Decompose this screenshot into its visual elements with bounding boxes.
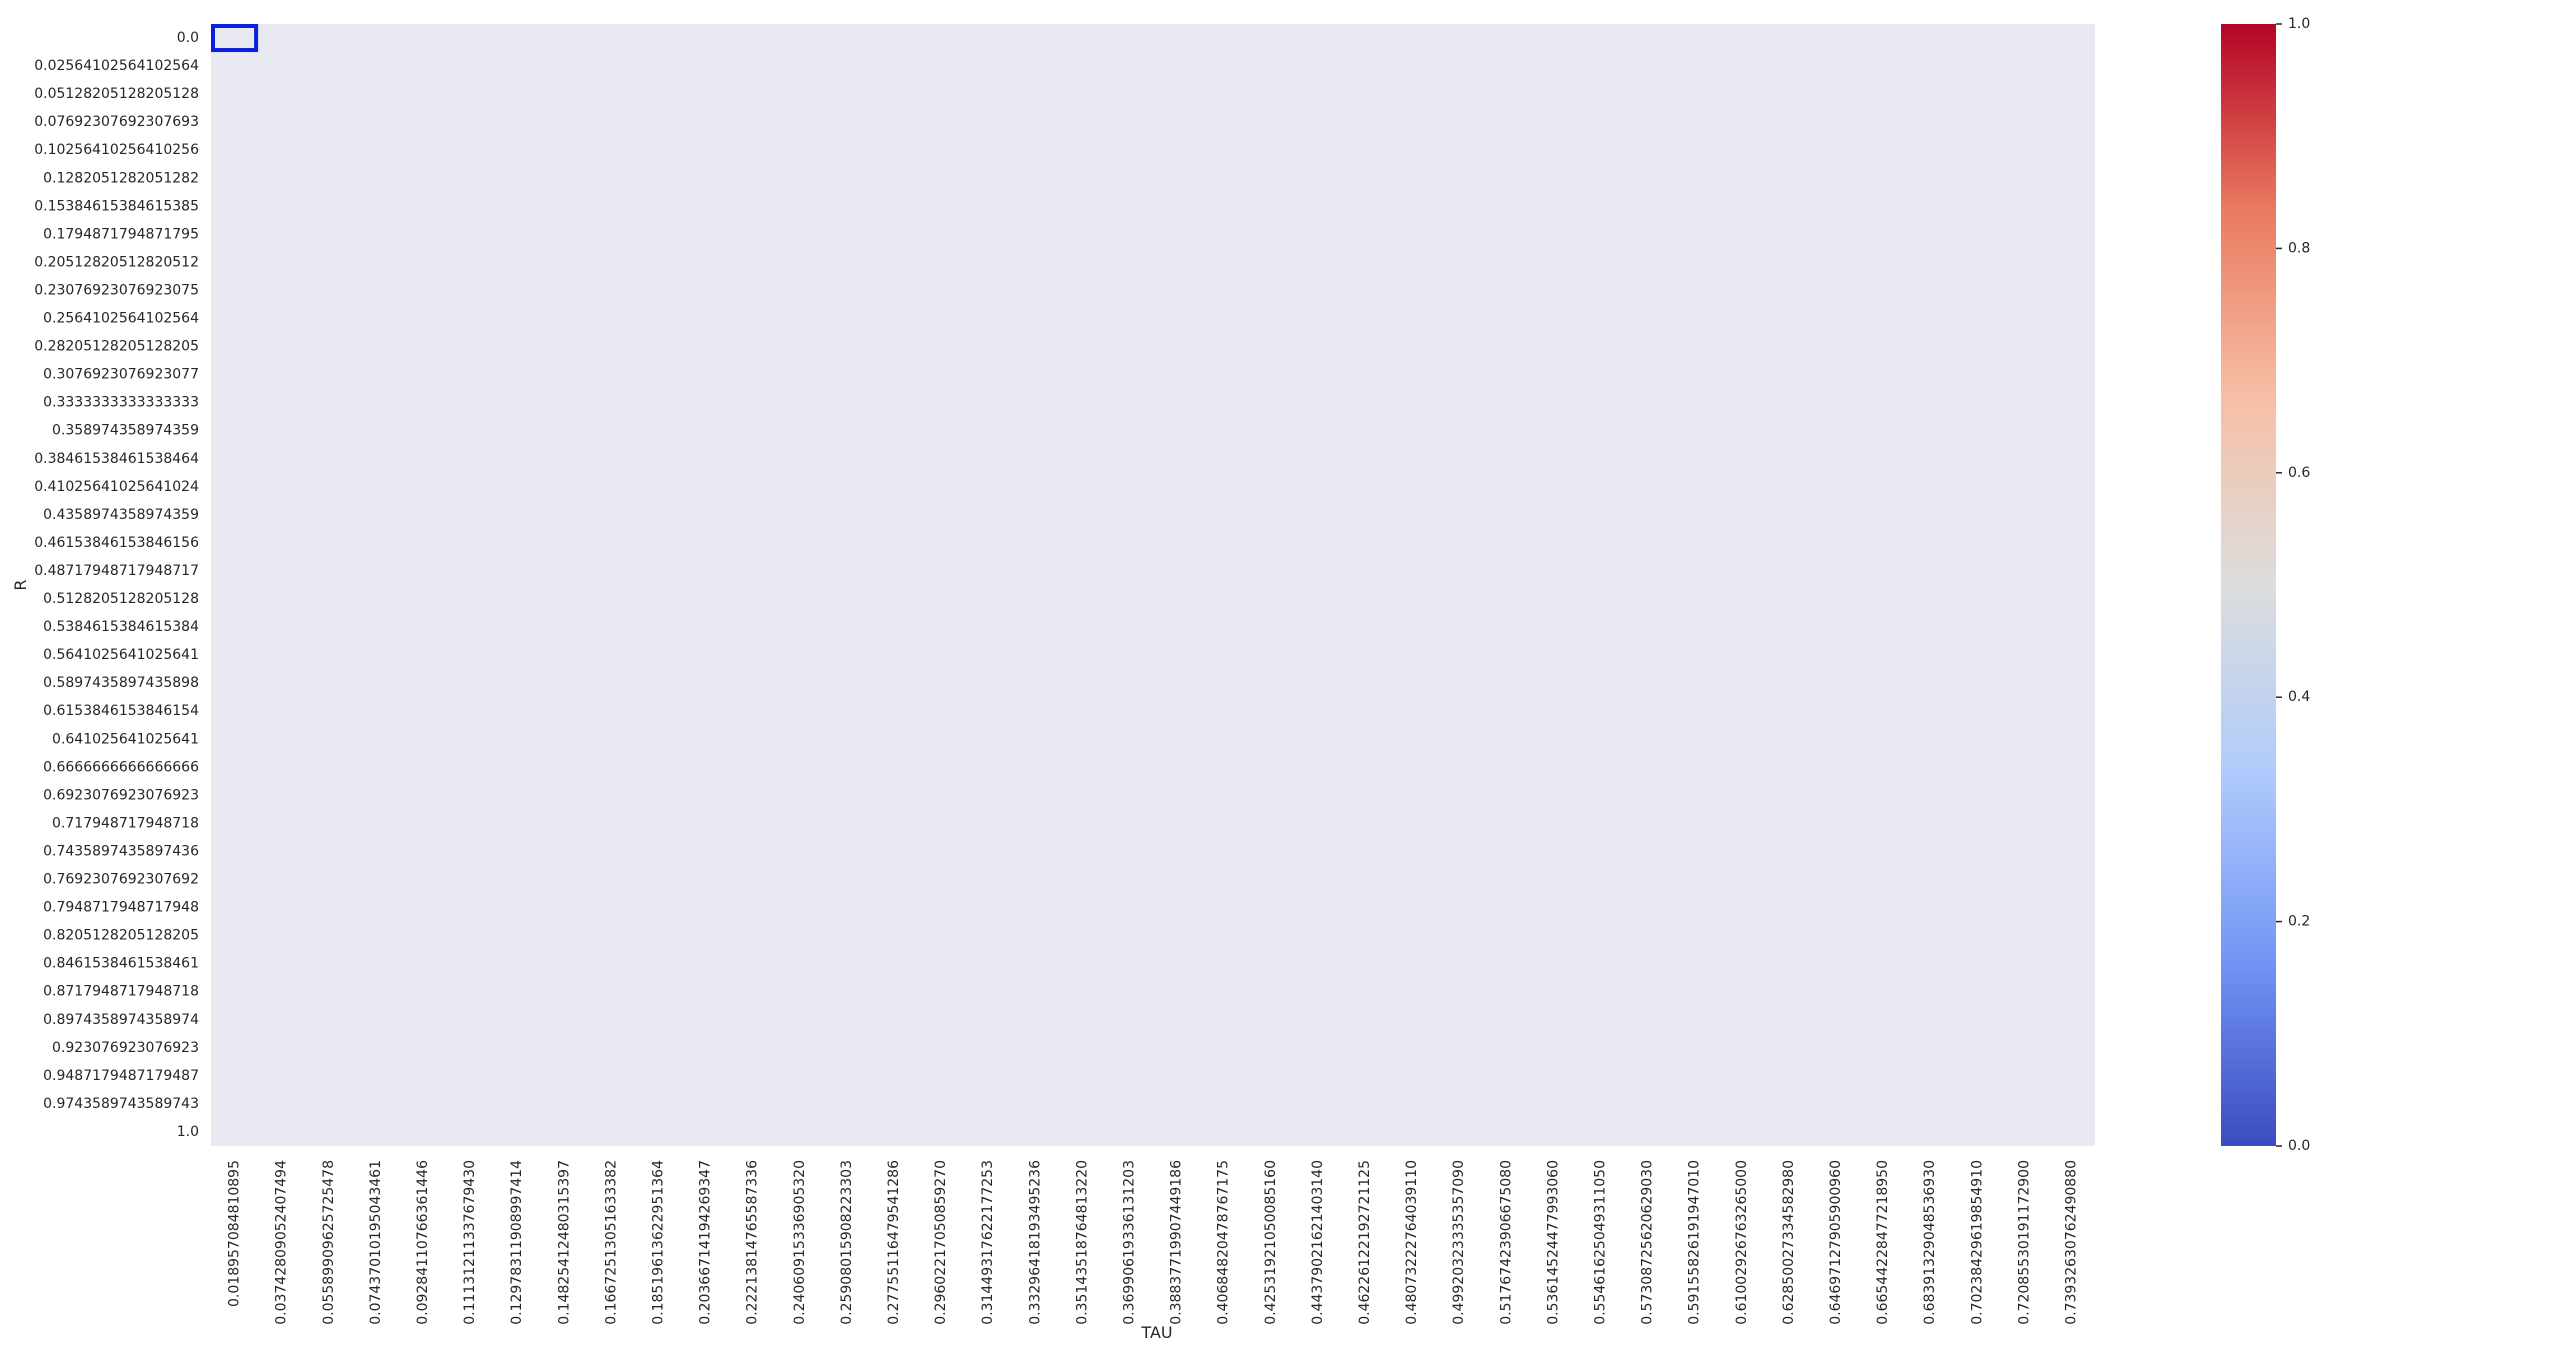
x-tick-label: 0.46226122192721125 [1357,1160,1373,1325]
heatmap-background [211,24,2095,1146]
x-tick-label: 0.25908015908223303 [839,1160,855,1325]
y-tick-label: 0.9487179487179487 [43,1068,199,1084]
x-tick-label: 0.57308725620629030 [1640,1160,1656,1325]
colorbar-tick-label: 0.0 [2288,1138,2310,1154]
y-tick-label: 0.8717948717948718 [43,984,199,1000]
y-tick-label: 0.20512820512820512 [34,254,199,270]
x-tick-label: 0.51767423906675080 [1498,1160,1514,1325]
y-axis: 0.0 0.02564102564102564 0.0512820512820512… [34,30,199,1140]
x-tick-label: 0.18519613622951364 [650,1160,666,1325]
y-tick-label: 0.8974358974358974 [43,1012,199,1028]
y-tick-label: 0.1282051282051282 [43,170,199,186]
x-tick-label: 0.72085530191172900 [2016,1160,2032,1325]
x-tick-label: 0.73932630762490880 [2063,1160,2079,1325]
x-axis-label: TAU [1140,1323,1172,1342]
y-tick-label: 0.15384615384615385 [34,198,199,214]
x-tick-label: 0.55461625049311050 [1592,1160,1608,1325]
y-tick-label: 0.38461538461538464 [34,451,199,467]
y-tick-label: 0.7692307692307692 [43,872,199,888]
y-tick-label: 0.28205128205128205 [34,339,199,355]
y-tick-label: 0.3076923076923077 [43,367,199,383]
x-tick-label: 0.48073222764039110 [1404,1160,1420,1325]
y-tick-label: 0.9743589743589743 [43,1096,199,1112]
colorbar-tick-label: 0.4 [2288,689,2310,705]
x-tick-label: 0.29602217050859270 [933,1160,949,1325]
y-tick-label: 0.41025641025641024 [34,479,199,495]
y-tick-label: 0.3333333333333333 [43,395,199,411]
x-tick-label: 0.53614524477993060 [1545,1160,1561,1325]
highlighted-cell [211,24,259,53]
colorbar-tick-label: 0.8 [2288,240,2310,256]
y-tick-label: 0.02564102564102564 [34,58,199,74]
y-tick-label: 0.46153846153846156 [34,535,199,551]
y-tick-label: 0.358974358974359 [52,423,199,439]
x-tick-label: 0.31449317622177253 [980,1160,996,1325]
y-tick-label: 0.7948717948717948 [43,900,199,916]
x-tick-label: 0.66544228477218950 [1875,1160,1891,1325]
y-tick-label: 0.1794871794871795 [43,226,199,242]
y-tick-label: 0.23076923076923075 [34,282,199,298]
x-tick-label: 0.11131211337679430 [462,1160,478,1325]
x-tick-label: 0.09284110766361446 [415,1160,431,1325]
y-tick-label: 0.07692307692307693 [34,114,199,130]
x-tick-label: 0.27755116479541286 [886,1160,902,1325]
y-tick-label: 0.7435897435897436 [43,843,199,859]
y-tick-label: 0.5641025641025641 [43,647,199,663]
y-tick-label: 0.5897435897435898 [43,675,199,691]
x-tick-label: 0.35143518764813220 [1074,1160,1090,1325]
colorbar-tick-label: 0.6 [2288,465,2310,481]
y-tick-label: 0.4358974358974359 [43,507,199,523]
y-tick-label: 0.8461538461538461 [43,956,199,972]
x-tick-label: 0.24060915336905320 [792,1160,808,1325]
x-tick-label: 0.05589909625725478 [321,1160,337,1325]
x-tick-label: 0.20366714194269347 [698,1160,714,1325]
x-tick-label: 0.07437010195043461 [368,1160,384,1325]
colorbar-axis: 0.0 0.2 0.4 0.6 0.8 1.0 [2276,16,2310,1154]
y-tick-label: 1.0 [177,1124,199,1140]
x-tick-label: 0.59155826191947010 [1687,1160,1703,1325]
y-tick-label: 0.2564102564102564 [43,311,199,327]
x-tick-label: 0.33296418193495236 [1027,1160,1043,1325]
x-tick-label: 0.018957084810895 [227,1160,243,1307]
x-tick-label: 0.38837719907449186 [1169,1160,1185,1325]
x-tick-label: 0.36990619336131203 [1121,1160,1137,1325]
x-tick-label: 0.61002926763265000 [1734,1160,1750,1325]
x-tick-label: 0.68391329048536930 [1922,1160,1938,1325]
y-tick-label: 0.0 [177,30,199,46]
colorbar-tick-label: 1.0 [2288,16,2310,32]
y-tick-label: 0.5128205128205128 [43,591,199,607]
x-tick-label: 0.22213814765587336 [745,1160,761,1325]
y-tick-label: 0.717948717948718 [52,815,199,831]
colorbar [2221,24,2276,1146]
colorbar-tick-label: 0.2 [2288,914,2310,930]
x-tick-label: 0.62850027334582980 [1781,1160,1797,1325]
y-tick-label: 0.6923076923076923 [43,787,199,803]
x-tick-label: 0.40684820478767175 [1216,1160,1232,1325]
y-tick-label: 0.6153846153846154 [43,703,199,719]
x-tick-label: 0.03742809052407494 [274,1160,290,1325]
y-tick-label: 0.923076923076923 [52,1040,199,1056]
x-axis: 0.018957084810895 0.03742809052407494 0.05… [227,1160,2080,1325]
y-tick-label: 0.6666666666666666 [43,759,199,775]
y-tick-label: 0.5384615384615384 [43,619,199,635]
x-tick-label: 0.49920323335357090 [1451,1160,1467,1325]
y-tick-label: 0.10256410256410256 [34,142,199,158]
x-tick-label: 0.64697127905900960 [1828,1160,1844,1325]
x-tick-label: 0.16672513051633382 [603,1160,619,1325]
x-tick-label: 0.14825412480315397 [556,1160,572,1325]
x-tick-label: 0.42531921050085160 [1263,1160,1279,1325]
y-tick-label: 0.8205128205128205 [43,928,199,944]
x-tick-label: 0.12978311908997414 [509,1160,525,1325]
y-axis-label: R [11,579,30,590]
y-tick-label: 0.641025641025641 [52,731,199,747]
x-tick-label: 0.70238429619854910 [1969,1160,1985,1325]
x-tick-label: 0.44379021621403140 [1310,1160,1326,1325]
y-tick-label: 0.48717948717948717 [34,563,199,579]
y-tick-label: 0.05128205128205128 [34,86,199,102]
